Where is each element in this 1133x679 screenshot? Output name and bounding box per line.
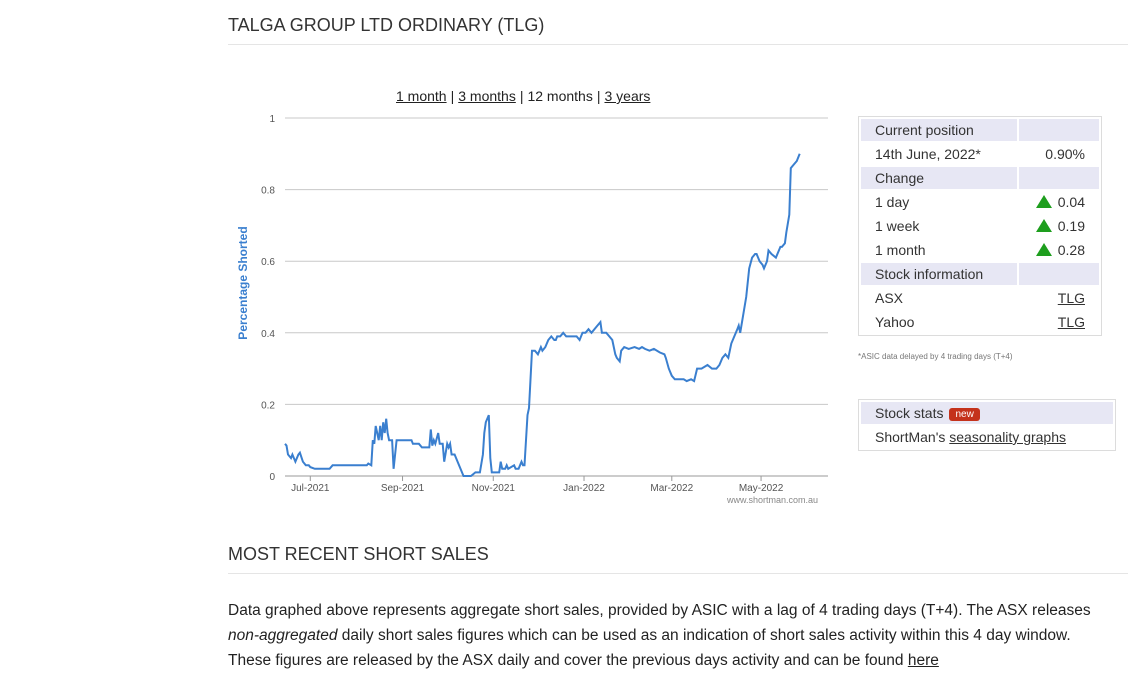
change-value-1-week: 0.19 [1057, 218, 1085, 234]
range-separator: | [519, 88, 524, 104]
y-tick-label: 1 [269, 114, 275, 125]
y-tick-label: 0.8 [261, 186, 275, 197]
change-label-1-day: 1 day [875, 194, 910, 210]
range-selector: 1 month | 3 months | 12 months | 3 years [396, 88, 650, 104]
chart-watermark: www.shortman.com.au [726, 495, 818, 505]
recent-short-sales-title: MOST RECENT SHORT SALES [228, 544, 1128, 574]
yahoo-label: Yahoo [875, 314, 915, 330]
y-tick-label: 0.6 [261, 257, 275, 268]
new-badge: new [949, 407, 980, 421]
x-tick-label: May-2022 [739, 483, 784, 494]
seasonality-graphs-link[interactable]: seasonality graphs [949, 429, 1067, 445]
range-3-years-link[interactable]: 3 years [604, 88, 651, 104]
range-3-months-link[interactable]: 3 months [458, 88, 516, 104]
y-axis-label: Percentage Shorted [236, 226, 250, 339]
change-value-1-day: 0.04 [1057, 194, 1085, 210]
seasonality-prefix: ShortMan's [875, 429, 946, 445]
description-emphasis: non-aggregated [228, 627, 338, 644]
position-panel: Current position 14th June, 2022* 0.90% C… [858, 116, 1102, 336]
x-tick-label: Jan-2022 [563, 483, 605, 494]
y-tick-label: 0.2 [261, 400, 275, 411]
short-position-chart: 00.20.40.60.81 Jul-2021 Sep-2021 Nov-2021 J… [236, 114, 828, 505]
x-tick-label: Mar-2022 [650, 483, 693, 494]
page-title: TALGA GROUP LTD ORDINARY (TLG) [228, 15, 1128, 45]
y-tick-label: 0.4 [261, 329, 275, 340]
asx-label: ASX [875, 290, 904, 306]
stock-stats-title: Stock stats [875, 405, 944, 421]
change-header: Change [861, 167, 1017, 189]
description-line-1: Data graphed above represents aggregate … [228, 602, 1091, 619]
range-separator: | [596, 88, 601, 104]
up-arrow-icon [1035, 242, 1052, 256]
asx-code-link[interactable]: TLG [1057, 290, 1085, 306]
range-12-months-current: 12 months [527, 88, 593, 104]
position-value: 0.90% [1045, 146, 1085, 162]
change-value-1-month: 0.28 [1057, 242, 1085, 258]
stock-stats-panel: Stock stats new ShortMan's seasonality gr… [858, 399, 1116, 451]
position-date: 14th June, 2022* [875, 146, 981, 162]
x-axis-ticks: Jul-2021 Sep-2021 Nov-2021 Jan-2022 Mar-2022… [291, 476, 784, 494]
current-position-header: Current position [861, 119, 1017, 141]
asx-here-link[interactable]: here [907, 652, 939, 669]
range-separator: | [450, 88, 455, 104]
series-line [284, 153, 801, 477]
description-line-3: These figures are released by the ASX da… [228, 652, 908, 669]
change-label-1-week: 1 week [875, 218, 920, 234]
up-arrow-icon [1035, 218, 1052, 232]
short-sales-description: Data graphed above represents aggregate … [228, 598, 1128, 673]
stock-info-header: Stock information [861, 263, 1017, 285]
description-line-2: daily short sales figures which can be u… [337, 627, 1071, 644]
asic-delay-footnote: *ASIC data delayed by 4 trading days (T+… [858, 352, 1013, 361]
change-label-1-month: 1 month [875, 242, 926, 258]
x-tick-label: Sep-2021 [381, 483, 425, 494]
chart-grid [285, 117, 828, 477]
range-1-month-link[interactable]: 1 month [396, 88, 447, 104]
y-tick-label: 0 [269, 472, 275, 483]
yahoo-code-link[interactable]: TLG [1057, 314, 1085, 330]
x-tick-label: Jul-2021 [291, 483, 330, 494]
x-tick-label: Nov-2021 [472, 483, 516, 494]
up-arrow-icon [1035, 194, 1052, 208]
y-axis-ticks: 0 0.2 0.4 0.6 0.8 1 [261, 114, 275, 483]
